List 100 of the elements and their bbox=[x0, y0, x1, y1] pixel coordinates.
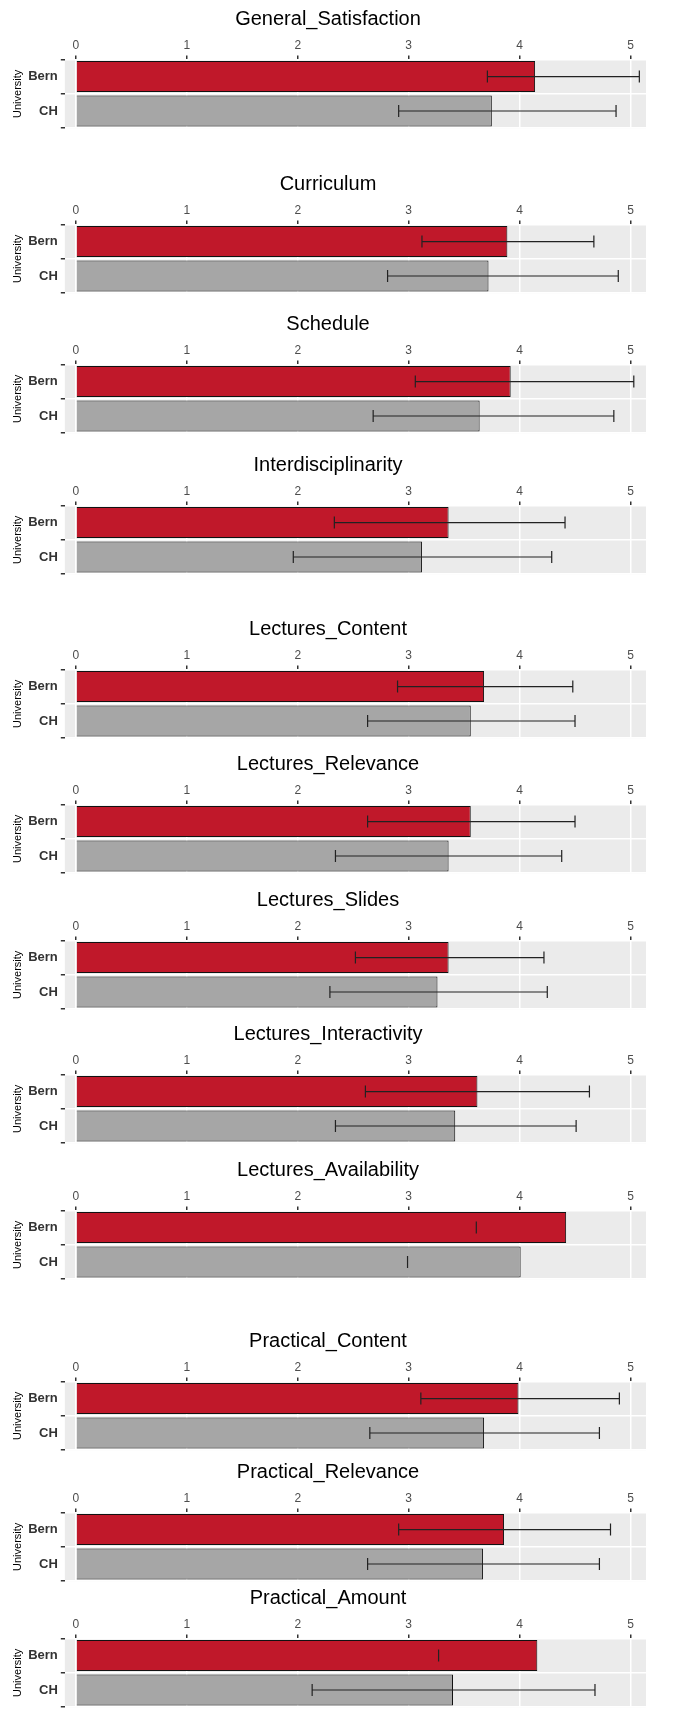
y-tick-label: CH bbox=[39, 1681, 58, 1697]
x-tick-label: 0 bbox=[72, 1188, 80, 1203]
y-axis-title: University bbox=[10, 234, 23, 283]
x-tick-label: 2 bbox=[294, 483, 302, 498]
y-tick-label: Bern bbox=[28, 1647, 58, 1663]
x-tick-label: 0 bbox=[72, 1490, 80, 1505]
x-tick-label: 2 bbox=[294, 1616, 302, 1631]
x-tick-label: 5 bbox=[627, 37, 635, 52]
x-tick-label: 4 bbox=[516, 1490, 524, 1505]
x-tick-label: 0 bbox=[72, 1616, 80, 1631]
x-tick-label: 5 bbox=[627, 202, 635, 217]
x-tick-label: 5 bbox=[627, 483, 635, 498]
y-axis-title: University bbox=[10, 1220, 23, 1269]
x-tick-label: 2 bbox=[294, 202, 302, 217]
y-tick-label: Bern bbox=[28, 1521, 58, 1537]
x-tick-label: 1 bbox=[183, 1359, 191, 1374]
y-tick-label: CH bbox=[39, 1253, 58, 1269]
x-tick-label: 1 bbox=[183, 342, 191, 357]
x-tick-label: 4 bbox=[516, 1052, 524, 1067]
x-tick-label: 5 bbox=[627, 1052, 635, 1067]
y-axis-title: University bbox=[10, 814, 23, 863]
x-tick-label: 1 bbox=[183, 647, 191, 662]
x-tick-label: 3 bbox=[405, 483, 413, 498]
x-tick-label: 0 bbox=[72, 782, 80, 797]
x-tick-label: 4 bbox=[516, 483, 524, 498]
x-tick-label: 2 bbox=[294, 1359, 302, 1374]
y-tick-label: Bern bbox=[28, 1219, 58, 1235]
x-tick-label: 3 bbox=[405, 202, 413, 217]
x-tick-label: 3 bbox=[405, 342, 413, 357]
y-axis-title: University bbox=[10, 69, 23, 118]
x-tick-label: 1 bbox=[183, 1616, 191, 1631]
x-tick-label: 0 bbox=[72, 37, 80, 52]
x-tick-label: 2 bbox=[294, 647, 302, 662]
chart-title: General_Satisfaction bbox=[235, 6, 421, 30]
x-tick-label: 5 bbox=[627, 918, 635, 933]
chart-title: Lectures_Relevance bbox=[236, 751, 420, 775]
x-tick-label: 4 bbox=[516, 1359, 524, 1374]
x-tick-label: 4 bbox=[516, 1188, 524, 1203]
x-tick-label: 2 bbox=[294, 1052, 302, 1067]
x-tick-label: 4 bbox=[516, 202, 524, 217]
y-tick-label: Bern bbox=[28, 233, 58, 249]
x-tick-label: 1 bbox=[183, 202, 191, 217]
x-tick-label: 5 bbox=[627, 1616, 635, 1631]
x-tick-label: 3 bbox=[405, 647, 413, 662]
x-tick-label: 4 bbox=[516, 647, 524, 662]
chart-title: Practical_Amount bbox=[249, 1585, 407, 1609]
x-tick-label: 3 bbox=[405, 782, 413, 797]
y-tick-label: CH bbox=[39, 1555, 58, 1571]
x-tick-label: 1 bbox=[183, 483, 191, 498]
x-tick-label: 0 bbox=[72, 1052, 80, 1067]
y-tick-label: Bern bbox=[28, 373, 58, 389]
x-tick-label: 5 bbox=[627, 782, 635, 797]
x-tick-label: 4 bbox=[516, 782, 524, 797]
x-tick-label: 3 bbox=[405, 1616, 413, 1631]
chart-title: Lectures_Interactivity bbox=[233, 1021, 423, 1045]
y-tick-label: CH bbox=[39, 102, 58, 118]
x-tick-label: 5 bbox=[627, 1359, 635, 1374]
x-tick-label: 5 bbox=[627, 1188, 635, 1203]
x-tick-label: 5 bbox=[627, 342, 635, 357]
x-tick-label: 4 bbox=[516, 342, 524, 357]
chart-title: Interdisciplinarity bbox=[253, 452, 403, 475]
x-tick-label: 4 bbox=[516, 918, 524, 933]
x-tick-label: 4 bbox=[516, 37, 524, 52]
y-axis-title: University bbox=[10, 1522, 23, 1571]
x-tick-label: 3 bbox=[405, 37, 413, 52]
x-tick-label: 0 bbox=[72, 483, 80, 498]
y-axis-title: University bbox=[10, 1391, 23, 1440]
chart-title: Schedule bbox=[286, 311, 370, 334]
x-tick-label: 2 bbox=[294, 782, 302, 797]
y-tick-label: Bern bbox=[28, 949, 58, 965]
x-tick-label: 1 bbox=[183, 1052, 191, 1067]
x-tick-label: 1 bbox=[183, 37, 191, 52]
y-tick-label: Bern bbox=[28, 514, 58, 530]
x-tick-label: 1 bbox=[183, 1188, 191, 1203]
x-tick-label: 1 bbox=[183, 1490, 191, 1505]
x-tick-label: 1 bbox=[183, 782, 191, 797]
y-axis-title: University bbox=[10, 1648, 23, 1697]
chart-title: Lectures_Content bbox=[249, 616, 408, 640]
x-tick-label: 3 bbox=[405, 1052, 413, 1067]
chart-title: Practical_Content bbox=[249, 1328, 408, 1352]
chart-title: Lectures_Slides bbox=[256, 887, 400, 911]
y-tick-label: CH bbox=[39, 983, 58, 999]
y-tick-label: Bern bbox=[28, 1083, 58, 1099]
x-tick-label: 5 bbox=[627, 647, 635, 662]
x-tick-label: 0 bbox=[72, 647, 80, 662]
y-axis-title: University bbox=[10, 515, 23, 564]
chart-title: Practical_Relevance bbox=[236, 1459, 420, 1483]
x-tick-label: 2 bbox=[294, 342, 302, 357]
x-tick-label: 4 bbox=[516, 1616, 524, 1631]
x-tick-label: 3 bbox=[405, 1359, 413, 1374]
y-tick-label: CH bbox=[39, 407, 58, 423]
y-tick-label: Bern bbox=[28, 68, 58, 84]
y-tick-label: CH bbox=[39, 267, 58, 283]
y-axis-title: University bbox=[10, 374, 23, 423]
y-axis-title: University bbox=[10, 679, 23, 728]
y-tick-label: Bern bbox=[28, 813, 58, 829]
y-tick-label: CH bbox=[39, 712, 58, 728]
chart-title: Curriculum bbox=[279, 171, 377, 194]
x-tick-label: 5 bbox=[627, 1490, 635, 1505]
y-tick-label: CH bbox=[39, 847, 58, 863]
